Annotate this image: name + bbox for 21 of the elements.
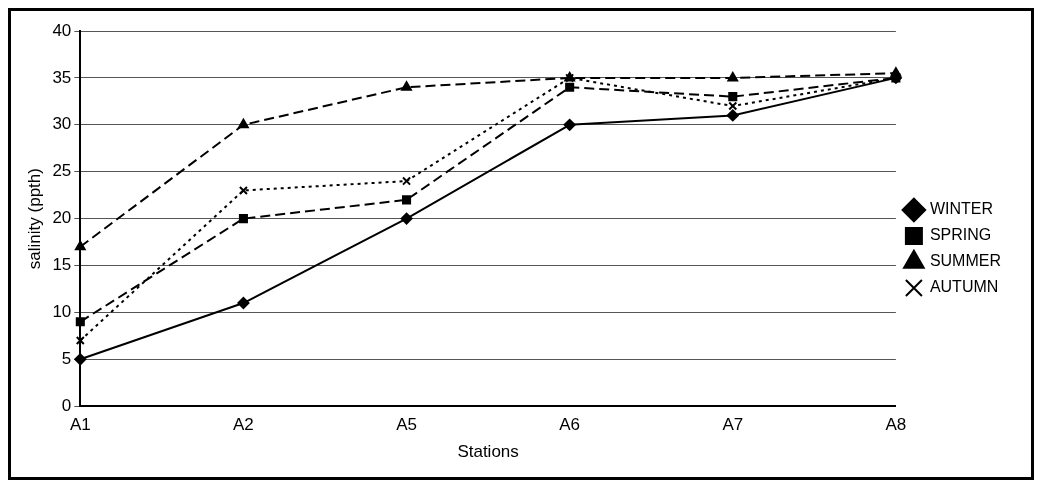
y-tick-label: 25 (52, 161, 72, 181)
y-axis-title: salinity (ppth) (24, 168, 44, 270)
legend-label: AUTUMN (929, 278, 999, 296)
legend-label: WINTER (929, 200, 993, 218)
x-tick-label: A7 (722, 415, 744, 435)
x-tick-label: A6 (559, 415, 581, 435)
x-tick-label: A8 (885, 415, 907, 435)
legend-label: SUMMER (929, 252, 1001, 270)
y-tick-label: 40 (52, 20, 72, 40)
y-tick-label: 20 (52, 208, 72, 228)
y-tick-label: 35 (52, 67, 72, 87)
y-tick-label: 30 (52, 114, 72, 134)
y-tick-label: 10 (52, 302, 72, 322)
y-tick-label: 15 (52, 255, 72, 275)
x-tick-label: A2 (233, 415, 254, 435)
y-tick-label: 0 (61, 395, 72, 415)
y-tick-label: 5 (61, 348, 72, 368)
legend-label: SPRING (929, 226, 992, 244)
x-tick-label: A1 (69, 415, 91, 435)
x-axis-title: Stations (457, 442, 519, 462)
x-tick-label: A5 (396, 415, 417, 435)
